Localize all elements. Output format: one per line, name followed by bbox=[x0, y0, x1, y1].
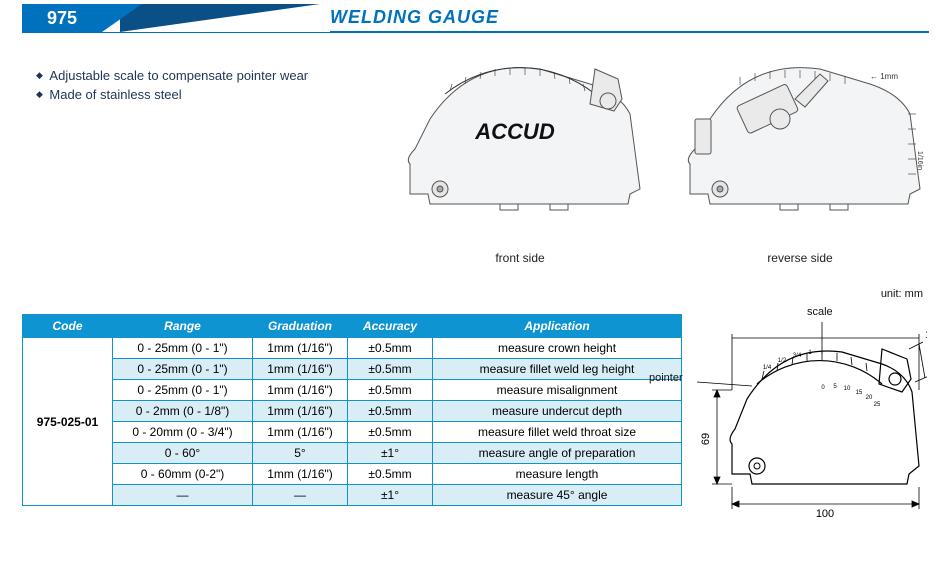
cell-grad: 1mm (1/16") bbox=[253, 380, 348, 401]
cell-app: measure fillet weld throat size bbox=[433, 422, 682, 443]
svg-text:0: 0 bbox=[821, 385, 825, 391]
cell-acc: ±1° bbox=[348, 485, 433, 506]
cell-range: 0 - 60mm (0-2") bbox=[113, 464, 253, 485]
cell-grad: 1mm (1/16") bbox=[253, 401, 348, 422]
table-row: 0 - 60° 5° ±1° measure angle of preparat… bbox=[23, 443, 682, 464]
cell-acc: ±0.5mm bbox=[348, 338, 433, 359]
svg-text:10: 10 bbox=[844, 386, 851, 392]
cell-acc: ±1° bbox=[348, 443, 433, 464]
cell-app: measure 45° angle bbox=[433, 485, 682, 506]
cell-acc: ±0.5mm bbox=[348, 401, 433, 422]
svg-text:1: 1 bbox=[808, 350, 812, 356]
cell-range: 0 - 20mm (0 - 3/4") bbox=[113, 422, 253, 443]
cell-grad: 1mm (1/16") bbox=[253, 359, 348, 380]
pointer-label: pointer bbox=[649, 372, 683, 384]
unit-label: unit: mm bbox=[881, 288, 923, 300]
scale-label: scale bbox=[807, 306, 833, 318]
gauge-front-icon: ACCUD bbox=[390, 59, 650, 229]
table-row: 0 - 2mm (0 - 1/8") 1mm (1/16") ±0.5mm me… bbox=[23, 401, 682, 422]
cell-range: 0 - 2mm (0 - 1/8") bbox=[113, 401, 253, 422]
cell-acc: ±0.5mm bbox=[348, 380, 433, 401]
cell-range: 0 - 60° bbox=[113, 443, 253, 464]
col-application: Application bbox=[433, 315, 682, 338]
col-graduation: Graduation bbox=[253, 315, 348, 338]
svg-text:1/4: 1/4 bbox=[763, 365, 772, 371]
table-row: 0 - 25mm (0 - 1") 1mm (1/16") ±0.5mm mea… bbox=[23, 359, 682, 380]
cell-app: measure misalignment bbox=[433, 380, 682, 401]
product-illustrations: ACCUD front side ← 1mm 1/16in bbox=[370, 59, 930, 269]
header-code: 975 bbox=[22, 4, 102, 32]
cell-app: measure fillet weld leg height bbox=[433, 359, 682, 380]
reverse-caption: reverse side bbox=[700, 251, 900, 265]
svg-text:18: 18 bbox=[925, 330, 927, 341]
cell-acc: ±0.5mm bbox=[348, 464, 433, 485]
svg-text:69: 69 bbox=[700, 433, 712, 445]
header-triangle bbox=[102, 4, 142, 32]
cell-acc: ±0.5mm bbox=[348, 422, 433, 443]
svg-text:ACCUD: ACCUD bbox=[474, 119, 555, 144]
svg-text:1/16in: 1/16in bbox=[916, 151, 923, 170]
header-triangle-dark bbox=[120, 4, 320, 32]
cell-grad: 5° bbox=[253, 443, 348, 464]
cell-acc: ±0.5mm bbox=[348, 359, 433, 380]
svg-text:25: 25 bbox=[874, 402, 881, 408]
table-row: — — ±1° measure 45° angle bbox=[23, 485, 682, 506]
dimension-diagram: unit: mm scale pointer 1/4 1/2 3/4 1 0 5… bbox=[697, 294, 927, 554]
svg-text:5: 5 bbox=[833, 384, 837, 390]
cell-range: 0 - 25mm (0 - 1") bbox=[113, 359, 253, 380]
cell-range: 0 - 25mm (0 - 1") bbox=[113, 380, 253, 401]
table-row: 0 - 25mm (0 - 1") 1mm (1/16") ±0.5mm mea… bbox=[23, 380, 682, 401]
cell-grad: — bbox=[253, 485, 348, 506]
front-caption: front side bbox=[420, 251, 620, 265]
cell-app: measure angle of preparation bbox=[433, 443, 682, 464]
code-cell: 975-025-01 bbox=[23, 338, 113, 506]
feature-bullets: Adjustable scale to compensate pointer w… bbox=[36, 64, 308, 106]
table-row: 0 - 20mm (0 - 3/4") 1mm (1/16") ±0.5mm m… bbox=[23, 422, 682, 443]
page-title: WELDING GAUGE bbox=[330, 4, 929, 32]
col-accuracy: Accuracy bbox=[348, 315, 433, 338]
bullet-item: Made of stainless steel bbox=[36, 87, 308, 102]
gauge-reverse-icon: ← 1mm 1/16in bbox=[670, 59, 930, 229]
col-range: Range bbox=[113, 315, 253, 338]
svg-text:3/4: 3/4 bbox=[793, 353, 802, 359]
cell-grad: 1mm (1/16") bbox=[253, 464, 348, 485]
spec-table: Code Range Graduation Accuracy Applicati… bbox=[22, 314, 682, 506]
svg-text:1/2: 1/2 bbox=[778, 358, 787, 364]
cell-grad: 1mm (1/16") bbox=[253, 338, 348, 359]
cell-app: measure length bbox=[433, 464, 682, 485]
col-code: Code bbox=[23, 315, 113, 338]
header-bar: 975 WELDING GAUGE bbox=[0, 4, 937, 32]
svg-text:20: 20 bbox=[866, 395, 873, 401]
cell-range: 0 - 25mm (0 - 1") bbox=[113, 338, 253, 359]
svg-text:← 1mm: ← 1mm bbox=[870, 72, 898, 81]
cell-grad: 1mm (1/16") bbox=[253, 422, 348, 443]
bullet-item: Adjustable scale to compensate pointer w… bbox=[36, 68, 308, 83]
table-row: 975-025-01 0 - 25mm (0 - 1") 1mm (1/16")… bbox=[23, 338, 682, 359]
table-row: 0 - 60mm (0-2") 1mm (1/16") ±0.5mm measu… bbox=[23, 464, 682, 485]
svg-text:15: 15 bbox=[856, 390, 863, 396]
header-rule bbox=[22, 32, 929, 33]
cell-app: measure undercut depth bbox=[433, 401, 682, 422]
cell-range: — bbox=[113, 485, 253, 506]
dimension-svg-icon: 1/4 1/2 3/4 1 0 5 10 15 20 25 bbox=[697, 294, 927, 544]
table-header-row: Code Range Graduation Accuracy Applicati… bbox=[23, 315, 682, 338]
svg-text:100: 100 bbox=[816, 508, 834, 520]
cell-app: measure crown height bbox=[433, 338, 682, 359]
